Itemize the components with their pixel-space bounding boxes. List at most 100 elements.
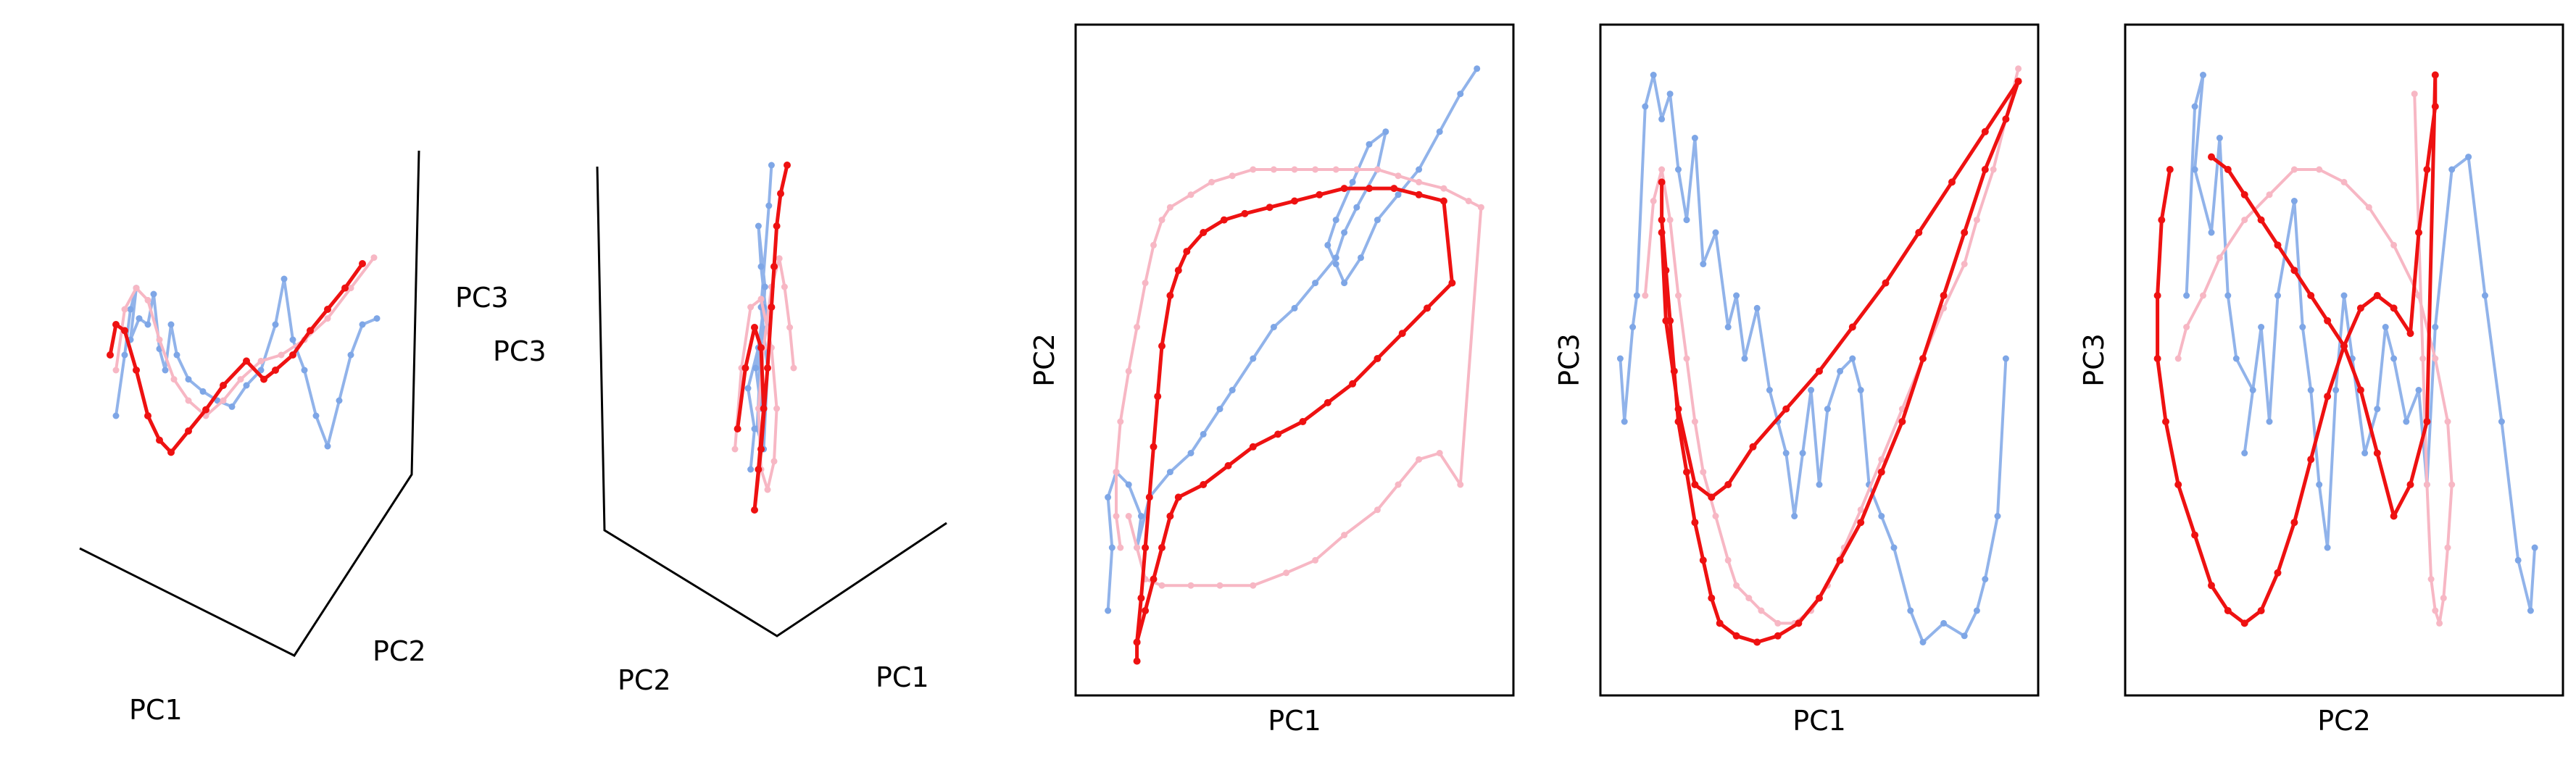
panel-pc1-pc2-series-light-blue-point — [1341, 229, 1348, 236]
panel-3d-b-series-red-point — [768, 304, 776, 311]
panel-3d-b-series-pink-point — [786, 324, 794, 331]
panel-pc1-pc3-series-red-point — [1848, 323, 1856, 331]
panel-pc2-pc3-series-red-point — [2324, 393, 2332, 401]
panel-pc2-pc3-series-pink-point — [2316, 166, 2323, 173]
panel-pc1-pc3-series-light-blue-point — [1675, 166, 1682, 173]
panel-pc2-pc3-series-pink-line — [2177, 93, 2454, 625]
panel-pc1-pc3-series-red-point — [1782, 405, 1790, 413]
panel-pc1-pc2-series-light-blue — [1105, 65, 1481, 614]
panel-pc1-pc2-series-pink-point — [1117, 544, 1124, 551]
panel-pc1-pc2-series-light-blue-point — [1341, 280, 1348, 287]
panel-pc2-pc3-series-red-point — [2356, 304, 2364, 312]
panel-pc1-pc3-series-pink-point — [1724, 556, 1732, 564]
panel-pc1-pc3-series-red-point — [1753, 638, 1761, 646]
panel-pc2-pc3-series-red-point — [2240, 619, 2248, 627]
panel-pc2-pc3-ylabel: PC3 — [2078, 333, 2110, 387]
panel-3d-a-series-light-blue-point — [272, 321, 279, 328]
panel-3d-b-series-red-point — [770, 263, 778, 270]
panel-pc1-pc3-series-light-blue-point — [1733, 292, 1740, 299]
panel-pc2-pc3-series-red-point — [2257, 607, 2265, 614]
panel-pc2-pc3-series-red-point — [2423, 166, 2431, 173]
panel-pc1-pc2-series-red-point — [1150, 575, 1158, 583]
panel-pc2-pc3-series-pink-point — [2440, 595, 2447, 602]
panel-pc1-pc2-series-pink-point — [1440, 185, 1447, 192]
panel-pc2-pc3-series-red-point — [2208, 582, 2215, 590]
panel-pc2-pc3-series-red-point — [2290, 267, 2298, 275]
panel-pc2-pc3-series-pink-point — [2432, 355, 2439, 362]
panel-3d-b-series-red-point — [757, 344, 765, 351]
panel-pc2-pc3-series-red-point — [2166, 166, 2174, 173]
panel-pc1-pc2-series-red-point — [1150, 443, 1158, 451]
panel-pc2-pc3-series-red-point — [2373, 449, 2381, 457]
panel-pc1-pc2-series-light-blue-point — [1353, 204, 1360, 211]
panel-pc1-pc2-series-pink-point — [1341, 532, 1348, 539]
panel-pc1-pc2-series-red-point — [1142, 607, 1150, 614]
panel-pc2-pc3-series-light-blue-point — [2307, 387, 2314, 393]
panel-3d-a-series-light-blue-point — [312, 412, 320, 419]
panel-3d-a-series-light-blue-point — [167, 321, 175, 328]
panel-pc1-pc2-series-red-point — [1448, 279, 1456, 287]
panel-pc1-pc2-series-pink-point — [1158, 217, 1166, 224]
panel-3d-a-series-light-blue-point — [324, 443, 331, 450]
panel-3d-b-series-red-point — [784, 162, 791, 169]
panel-pc2-pc3-series-pink-point — [2419, 355, 2427, 362]
panel-pc1-pc3-series-light-blue-point — [1961, 632, 1968, 640]
panel-3d-b-series-pink-point — [776, 255, 783, 262]
panel-pc2-pc3-series-pink-point — [2340, 178, 2348, 185]
panel-pc1-pc3-series-pink-point — [1878, 456, 1885, 463]
panel-pc2-pc3-series-light-blue-point — [2514, 556, 2522, 564]
panel-pc1-pc3-series-light-blue-point — [1691, 135, 1698, 141]
panel-3d-a-series-light-blue-point — [121, 351, 128, 359]
panel-3d-a-plot — [107, 254, 381, 456]
panel-3d-b: PC2 PC1 PC3 — [493, 162, 947, 696]
panel-pc1-pc2-series-red-point — [1154, 393, 1162, 401]
panel-pc1-pc3-series-light-blue-point — [1791, 513, 1798, 519]
panel-pc1-pc3-series-red-point — [1708, 493, 1716, 501]
panel-pc1-pc3-series-pink-point — [1733, 582, 1740, 589]
panel-3d-a-series-light-blue-point — [173, 351, 180, 359]
panel-pc2-pc3-series-red-point — [2162, 418, 2169, 425]
panel-pc2-pc3-series-light-blue-point — [2258, 324, 2265, 330]
panel-pc1-pc2-series-red-point — [1424, 304, 1431, 312]
panel-3d-b-series-pink-point — [770, 458, 778, 465]
panel-3d-b-series-red-point — [741, 364, 749, 372]
panel-pc2-pc3-series-light-blue-line — [2185, 73, 2537, 612]
panel-pc2-pc3-series-light-blue-point — [2274, 292, 2281, 299]
panel-pc2-pc3-series-light-blue-point — [2183, 292, 2190, 299]
panel-pc1-pc2-series-pink-point — [1291, 166, 1298, 173]
panel-pc2-pc3-series-light-blue-point — [2498, 418, 2505, 425]
panel-pc1-pc3-series-red-point — [2002, 115, 2010, 123]
panel-pc2-pc3-series-pink-point — [2448, 481, 2456, 488]
panel-pc1-pc2-series-pink-point — [1113, 469, 1120, 476]
panel-pc1-pc2-series-red-line — [1135, 186, 1454, 661]
panel-pc1-pc3-series-red-point — [1948, 178, 1956, 186]
panel-pc2-pc3-series-red-point — [2356, 386, 2364, 394]
panel-3d-a-series-pink-point — [133, 285, 140, 292]
panel-pc1-pc3-series-pink-point — [2015, 65, 2022, 72]
panel-pc1-pc3-xlabel: PC1 — [1792, 705, 1846, 737]
panel-3d-a-series-light-blue-point — [289, 336, 296, 343]
panel-pc1-pc3-series-light-blue-line — [1619, 73, 2008, 644]
panel-pc1-pc2-series-light-blue-point — [1137, 513, 1144, 519]
panel-pc2-pc3-frame — [2124, 23, 2564, 697]
panel-pc1-pc2-series-pink-point — [1416, 178, 1423, 185]
panel-pc1-pc2-series-pink-point — [1312, 556, 1319, 564]
panel-pc1-pc3-series-light-blue-point — [1658, 115, 1666, 122]
panel-pc1-pc3-series-light-blue-point — [1724, 324, 1732, 330]
panel-pc1-pc3-series-red-point — [1708, 594, 1716, 602]
panel-pc1-pc2-series-pink-point — [1216, 582, 1223, 589]
panel-pc1-pc2-series-light-blue-point — [1312, 280, 1319, 287]
panel-pc1-pc2-series-light-blue-point — [1200, 430, 1207, 438]
panel-pc1-pc2-series-light-blue-point — [1229, 387, 1236, 393]
panel-3d-b-series-pink-point — [790, 364, 797, 372]
panel-pc1-pc3-series-pink-point — [1758, 607, 1765, 614]
panel-3d-a-series-red-point — [220, 382, 227, 389]
panel-pc1-pc3: PC1 PC3 — [1553, 23, 2040, 737]
panel-pc2-pc3-series-light-blue-point — [2208, 229, 2215, 236]
panel-pc2-pc3-series-pink-point — [2266, 191, 2273, 198]
panel-pc2-pc3-series-light-blue-point — [2527, 607, 2534, 614]
panel-pc1-pc2-series-light-blue-point — [1395, 191, 1402, 198]
panel-pc2-pc3-series-light-blue-point — [2332, 387, 2340, 393]
panel-pc1-pc2-series-red-point — [1158, 342, 1166, 350]
panel-pc1-pc2-series-red-point — [1158, 544, 1166, 551]
